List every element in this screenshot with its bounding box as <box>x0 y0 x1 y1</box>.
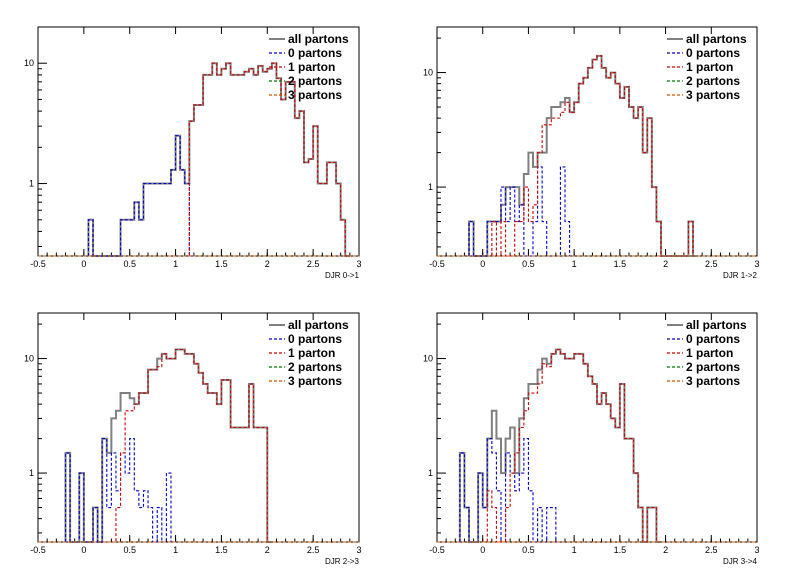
x-axis-label: DJR 2->3 <box>325 557 360 566</box>
x-tick-label: 2.5 <box>705 545 718 555</box>
x-tick-label: 2 <box>663 259 668 269</box>
x-tick-label: 3 <box>356 545 361 555</box>
x-tick-label: 0.5 <box>123 259 136 269</box>
x-tick-label: -0.5 <box>429 545 445 555</box>
x-tick-label: 2.5 <box>307 545 320 555</box>
y-tick-label: 1 <box>29 179 34 189</box>
x-tick-label: 1 <box>572 545 577 555</box>
x-tick-label: 1 <box>572 259 577 269</box>
x-tick-label: 0.5 <box>522 259 535 269</box>
series-1-parton-line <box>482 348 661 543</box>
series-1-parton-line <box>188 62 350 257</box>
y-tick-label: 1 <box>428 182 433 192</box>
x-tick-label: 1.5 <box>614 259 627 269</box>
x-tick-label: 3 <box>356 259 361 269</box>
x-axis-label: DJR 1->2 <box>723 271 758 280</box>
legend-label: 0 partons <box>288 332 342 346</box>
x-tick-label: 3 <box>754 259 759 269</box>
x-tick-label: 1 <box>173 545 178 555</box>
x-tick-label: -0.5 <box>429 259 445 269</box>
y-tick-label: 10 <box>423 354 433 364</box>
legend-label: 3 partons <box>288 374 342 388</box>
series-0-partons-line <box>87 135 194 257</box>
legend-label: 1 parton <box>686 60 733 74</box>
legend-label: 1 parton <box>686 346 733 360</box>
legend-label: all partons <box>686 32 747 46</box>
legend-label: 3 partons <box>686 374 740 388</box>
legend-label: 0 partons <box>686 46 740 60</box>
panel-2: -0.5 0 0.5 1 1.5 2 2.5 3 1 10 DJR 1->2 all partons0… <box>423 26 760 280</box>
x-tick-label: 0 <box>480 545 485 555</box>
series-1-parton-line <box>491 55 698 257</box>
series-all-partons-line <box>468 54 698 257</box>
x-tick-label: 0 <box>81 259 86 269</box>
x-tick-label: 2 <box>265 259 270 269</box>
legend-label: 2 partons <box>686 360 740 374</box>
x-tick-label: 2 <box>265 545 270 555</box>
legend-label: 2 partons <box>686 74 740 88</box>
panel-1: -0.5 0 0.5 1 1.5 2 2.5 3 1 10 DJR 0->1 all partons0… <box>24 26 362 280</box>
x-tick-label: 2.5 <box>705 259 718 269</box>
legend-label: 0 partons <box>686 332 740 346</box>
legend-label: 2 partons <box>288 360 342 374</box>
series-all-partons-line <box>458 348 661 543</box>
x-tick-label: 0.5 <box>123 545 136 555</box>
legend-label: all partons <box>686 318 747 332</box>
panel-4: -0.5 0 0.5 1 1.5 2 2.5 3 1 10 DJR 3->4 all partons0… <box>423 312 760 566</box>
series-1-parton-line <box>106 348 272 543</box>
legend-label: 2 partons <box>288 74 342 88</box>
y-tick-label: 10 <box>24 354 34 364</box>
legend-label: all partons <box>288 32 349 46</box>
legend-label: 3 partons <box>288 88 342 102</box>
x-tick-label: 3 <box>754 545 759 555</box>
legend-label: 0 partons <box>288 46 342 60</box>
legend-label: all partons <box>288 318 349 332</box>
x-tick-label: 1.5 <box>614 545 627 555</box>
x-tick-label: 2.5 <box>307 259 320 269</box>
x-axis-label: DJR 3->4 <box>723 557 758 566</box>
legend-label: 1 parton <box>288 346 335 360</box>
legend-label: 3 partons <box>686 88 740 102</box>
x-tick-label: 0.5 <box>522 545 535 555</box>
x-tick-label: 1.5 <box>215 259 228 269</box>
legend-label: 1 parton <box>288 60 335 74</box>
x-axis-label: DJR 0->1 <box>325 271 360 280</box>
y-tick-label: 10 <box>423 68 433 78</box>
series-0-partons-line <box>468 166 575 257</box>
x-tick-label: 2 <box>663 545 668 555</box>
x-tick-label: -0.5 <box>30 545 46 555</box>
x-tick-label: 1 <box>173 259 178 269</box>
x-tick-label: 0 <box>480 259 485 269</box>
x-tick-label: 1.5 <box>215 545 228 555</box>
y-tick-label: 10 <box>24 58 34 68</box>
panel-3: -0.5 0 0.5 1 1.5 2 2.5 3 1 10 DJR 2->3 all partons0… <box>24 312 362 566</box>
y-tick-label: 1 <box>29 468 34 478</box>
x-tick-label: -0.5 <box>30 259 46 269</box>
y-tick-label: 1 <box>428 468 433 478</box>
x-tick-label: 0 <box>81 545 86 555</box>
series-all-partons-line <box>64 348 272 543</box>
